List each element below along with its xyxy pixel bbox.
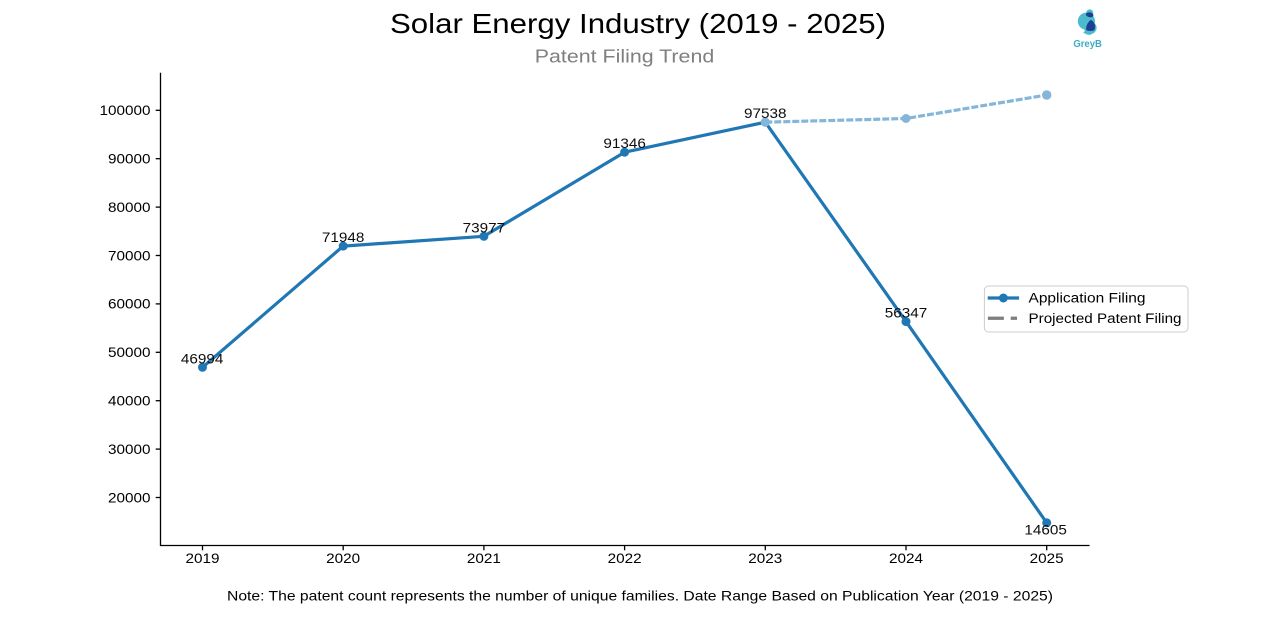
svg-text:2024: 2024	[889, 551, 923, 566]
svg-text:30000: 30000	[108, 442, 151, 457]
svg-text:60000: 60000	[108, 297, 151, 312]
svg-text:2023: 2023	[748, 551, 782, 566]
svg-text:46994: 46994	[181, 351, 224, 366]
svg-text:Solar Energy Industry (2019 -: Solar Energy Industry (2019 - 2025)	[390, 8, 886, 39]
svg-text:2025: 2025	[1030, 551, 1064, 566]
svg-text:Patent Filing Trend: Patent Filing Trend	[535, 46, 715, 67]
svg-text:40000: 40000	[108, 394, 151, 409]
svg-text:2019: 2019	[186, 551, 220, 566]
svg-text:56347: 56347	[885, 306, 928, 321]
svg-text:73977: 73977	[463, 220, 506, 235]
svg-text:100000: 100000	[100, 103, 151, 118]
svg-text:20000: 20000	[108, 490, 151, 505]
svg-text:2021: 2021	[467, 551, 501, 566]
svg-text:GreyB: GreyB	[1073, 39, 1102, 50]
svg-text:97538: 97538	[744, 106, 787, 121]
svg-text:2020: 2020	[326, 551, 360, 566]
svg-text:14605: 14605	[1024, 522, 1067, 537]
svg-text:70000: 70000	[108, 248, 151, 263]
svg-text:2022: 2022	[608, 551, 642, 566]
svg-text:91346: 91346	[603, 136, 646, 151]
svg-text:90000: 90000	[108, 152, 151, 167]
svg-text:71948: 71948	[322, 230, 365, 245]
svg-text:Note: The patent count represe: Note: The patent count represents the nu…	[227, 589, 1053, 604]
svg-text:Projected Patent Filing: Projected Patent Filing	[1029, 311, 1182, 326]
svg-text:Application Filing: Application Filing	[1029, 291, 1146, 306]
svg-text:50000: 50000	[108, 345, 151, 360]
svg-text:80000: 80000	[108, 200, 151, 215]
